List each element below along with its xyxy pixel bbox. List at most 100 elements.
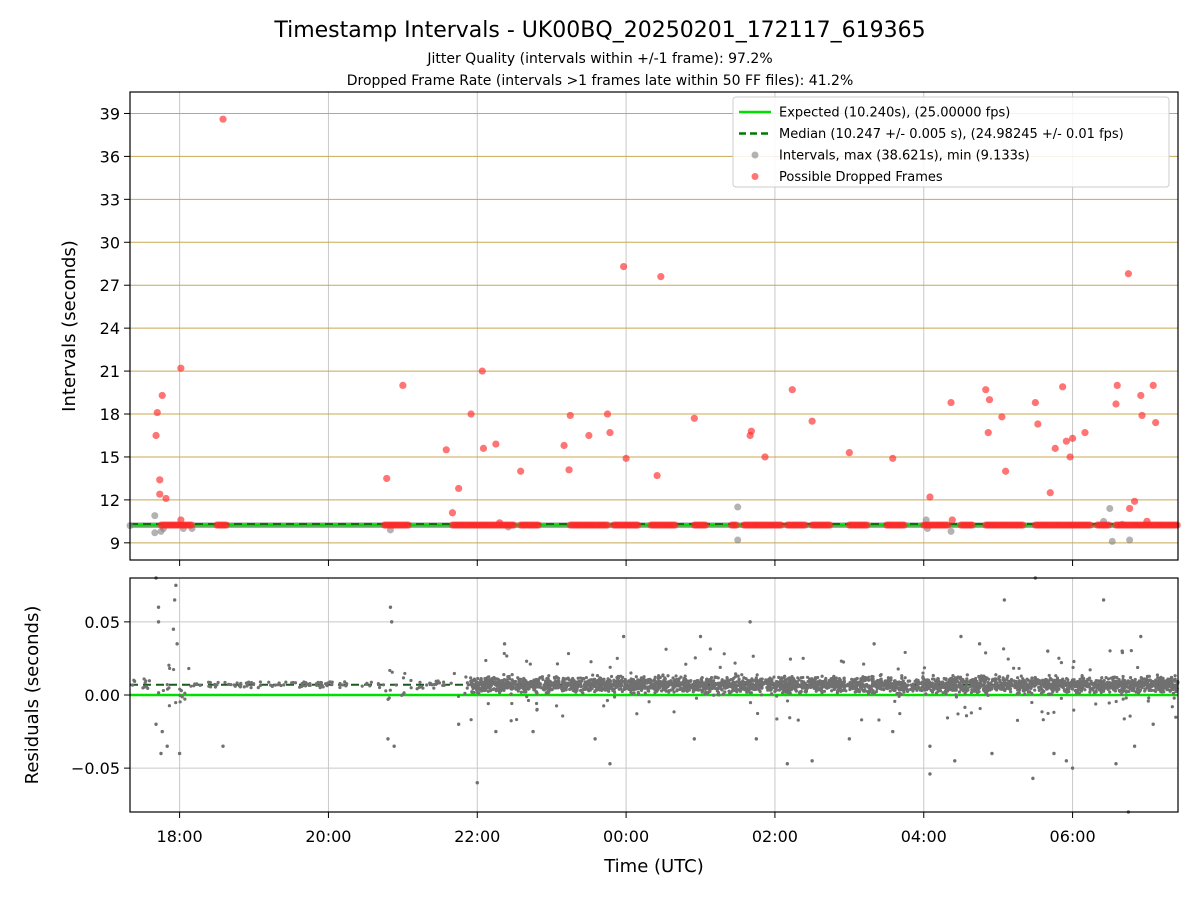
residual-point	[663, 680, 668, 684]
residual-point	[1162, 690, 1166, 694]
residual-point	[725, 685, 730, 689]
residual-point	[480, 686, 484, 690]
residual-point	[476, 676, 480, 681]
residual-point	[1002, 688, 1006, 692]
residual-point	[1051, 690, 1055, 694]
dropped-point	[566, 411, 574, 420]
residual-point	[944, 687, 948, 691]
dropped-point	[1086, 521, 1094, 529]
residual-point	[388, 688, 392, 692]
residual-point	[1152, 680, 1156, 684]
residual-point	[1100, 676, 1104, 680]
residual-point	[647, 680, 651, 684]
residual-point	[1045, 687, 1049, 691]
residual-point	[609, 674, 614, 679]
residual-point	[172, 598, 177, 602]
residual-point	[900, 676, 904, 680]
residual-point	[787, 676, 792, 680]
residual-point	[1059, 661, 1064, 665]
residual-point	[546, 691, 550, 695]
residual-point	[485, 678, 489, 682]
dropped-point	[585, 431, 593, 440]
residual-point	[475, 781, 479, 785]
residual-point	[167, 704, 172, 708]
residual-point	[704, 680, 708, 684]
residual-point	[810, 677, 815, 682]
residual-point	[526, 698, 531, 703]
residual-point	[509, 719, 513, 723]
residual-point	[1006, 657, 1010, 661]
residual-point	[933, 684, 937, 688]
residual-point	[786, 681, 790, 685]
residual-point	[1172, 678, 1177, 682]
dropped-point	[1051, 444, 1059, 452]
residual-point	[192, 684, 196, 688]
residual-point	[644, 678, 648, 682]
residual-point	[600, 679, 605, 683]
residual-point	[1033, 682, 1037, 686]
residual-point	[926, 685, 930, 689]
y-tick-label: 15	[100, 448, 120, 467]
residual-point	[928, 744, 932, 748]
residual-point	[223, 680, 227, 685]
residual-point	[650, 686, 655, 690]
residual-point	[389, 620, 394, 624]
residual-point	[1107, 701, 1111, 705]
residual-point	[957, 690, 961, 694]
dropped-point	[985, 396, 994, 404]
residual-point	[950, 676, 954, 680]
dropped-point	[442, 446, 450, 454]
residual-point	[932, 677, 936, 681]
residual-point	[242, 685, 246, 689]
residual-point	[956, 712, 960, 716]
residual-point	[1088, 690, 1092, 694]
residual-point	[794, 688, 798, 693]
residual-point	[507, 677, 512, 681]
residual-point	[780, 691, 785, 695]
residual-point	[602, 704, 606, 708]
residual-point	[661, 673, 665, 677]
residual-point	[726, 681, 731, 686]
residual-point	[859, 681, 863, 685]
interval-point	[1108, 537, 1116, 545]
residual-point	[1011, 684, 1015, 688]
residual-point	[649, 680, 653, 685]
residual-point	[1050, 685, 1054, 689]
residual-point	[1147, 678, 1152, 683]
residual-point	[813, 679, 817, 683]
residual-point	[779, 677, 784, 681]
residual-point	[1129, 649, 1133, 653]
residual-point	[1071, 665, 1075, 670]
residual-point	[552, 681, 556, 685]
residual-point	[942, 676, 946, 681]
residual-point	[838, 681, 843, 685]
residual-point	[954, 695, 959, 699]
residual-point	[1033, 688, 1037, 692]
residual-point	[1070, 687, 1075, 691]
residual-point	[833, 686, 837, 690]
residual-point	[547, 674, 551, 678]
residual-point	[584, 675, 588, 680]
legend-entry: Intervals, max (38.621s), min (9.133s)	[779, 149, 1030, 164]
residual-point	[485, 683, 489, 687]
residual-point	[1158, 685, 1162, 689]
residual-point	[760, 693, 764, 697]
residual-point	[992, 684, 996, 688]
residual-point	[905, 689, 910, 693]
interval-point	[947, 527, 955, 535]
residual-point	[915, 687, 920, 691]
dropped-point	[1019, 521, 1027, 529]
residual-point	[721, 692, 725, 696]
dropped-point	[826, 521, 834, 529]
residual-point	[1118, 683, 1123, 687]
residual-point	[1065, 677, 1069, 681]
residual-point	[401, 676, 406, 680]
legend: Expected (10.240s), (25.00000 fps) Median…	[732, 96, 1170, 188]
residual-point	[571, 677, 575, 681]
residual-point	[700, 688, 705, 692]
residual-point	[920, 681, 924, 685]
residual-point	[743, 688, 747, 692]
dropped-point	[747, 427, 755, 435]
y-axis-label: Residuals (seconds)	[22, 606, 43, 785]
residual-point	[617, 687, 621, 691]
